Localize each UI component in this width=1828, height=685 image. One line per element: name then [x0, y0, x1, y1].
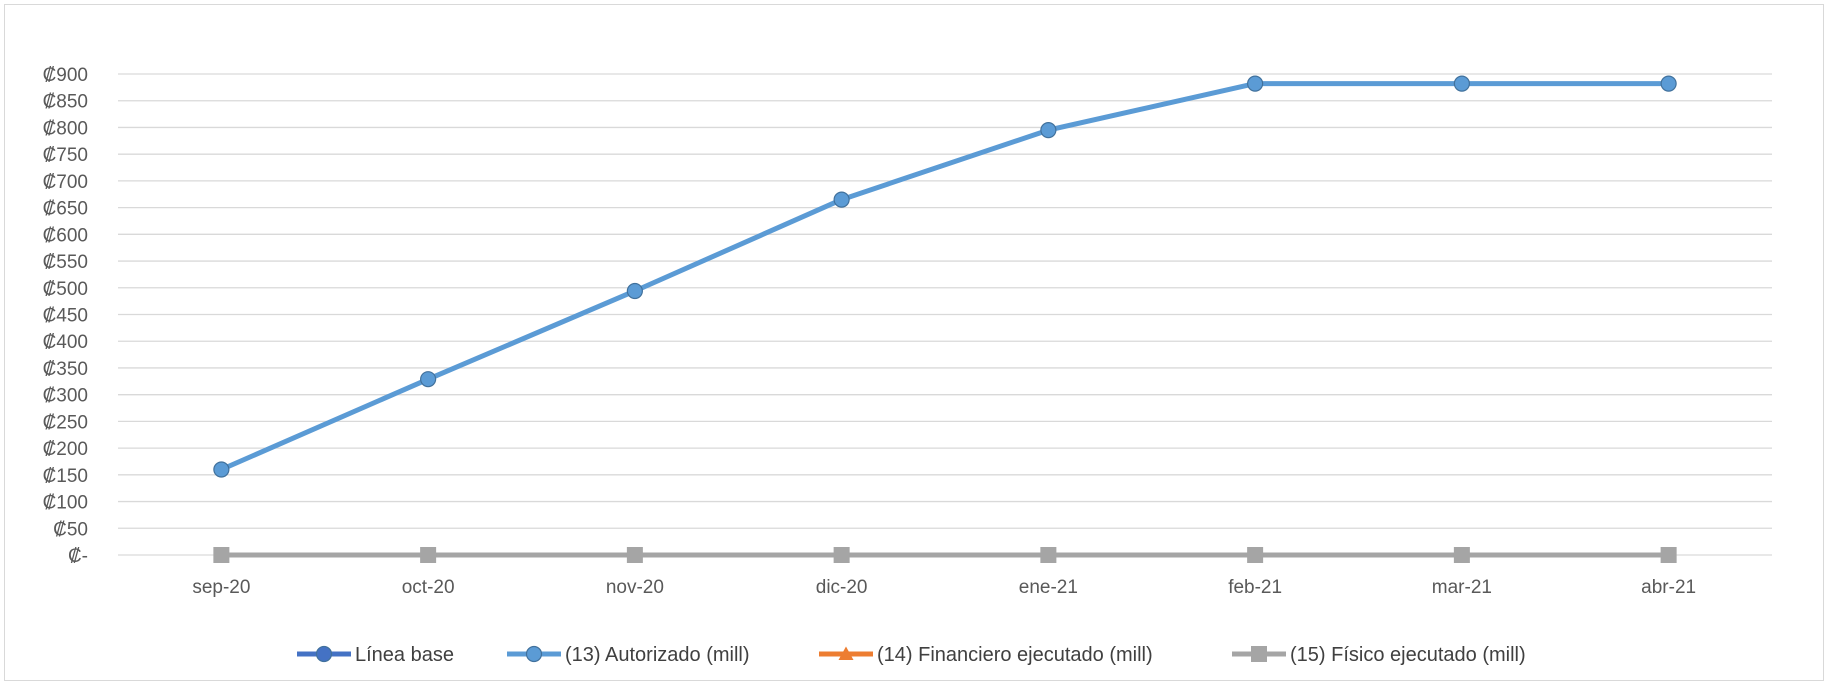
y-tick-label: ₡900	[43, 65, 88, 86]
y-tick-label: ₡200	[43, 439, 88, 460]
series-layer	[213, 75, 1677, 563]
y-tick-label: ₡750	[43, 145, 88, 166]
chart-frame	[4, 4, 1824, 681]
data-point	[1040, 547, 1057, 563]
y-tick-label: ₡700	[43, 172, 88, 193]
series-3	[213, 547, 1677, 563]
y-tick-label: ₡450	[43, 306, 88, 327]
series-line	[220, 81, 1669, 472]
y-tick-label: ₡150	[43, 466, 88, 487]
data-point	[626, 547, 643, 563]
x-tick-label: feb-21	[1228, 577, 1282, 598]
x-tick-label: nov-20	[606, 577, 664, 598]
data-point	[1453, 547, 1470, 563]
legend-label: (13) Autorizado (mill)	[565, 644, 750, 666]
x-tick-label: sep-20	[192, 577, 250, 598]
legend-marker	[1251, 646, 1267, 662]
data-point	[213, 547, 230, 563]
data-point	[420, 371, 437, 388]
y-tick-label: ₡50	[53, 519, 88, 540]
y-tick-label: ₡800	[43, 118, 88, 139]
data-point	[833, 191, 850, 208]
x-tick-label: mar-21	[1432, 577, 1492, 598]
legend-item: (13) Autorizado (mill)	[507, 644, 750, 666]
y-tick-label: ₡500	[43, 279, 88, 300]
y-tick-label: ₡850	[43, 92, 88, 113]
data-point	[1247, 75, 1264, 92]
y-tick-label: ₡600	[43, 225, 88, 246]
legend-label: (14) Financiero ejecutado (mill)	[877, 644, 1153, 666]
legend-item: Línea base	[297, 644, 454, 666]
legend: Línea base (13) Autorizado (mill) (14) Fin…	[297, 644, 1526, 666]
data-point	[213, 461, 230, 478]
legend-marker	[838, 646, 854, 660]
data-point	[1660, 547, 1677, 563]
y-tick-label: ₡100	[43, 493, 88, 514]
data-point	[1660, 75, 1677, 92]
x-tick-label: dic-20	[816, 577, 868, 598]
legend-label: Línea base	[355, 644, 454, 666]
data-point	[1453, 75, 1470, 92]
series-1	[213, 75, 1677, 478]
legend-item: (14) Financiero ejecutado (mill)	[819, 644, 1153, 666]
x-tick-label: ene-21	[1019, 577, 1078, 598]
y-tick-label: ₡400	[43, 332, 88, 353]
data-point	[1040, 122, 1057, 139]
x-tick-label: oct-20	[402, 577, 455, 598]
x-axis-ticks: sep-20 oct-20 nov-20 dic-20 ene-21 feb-21 mar-…	[192, 577, 1696, 598]
legend-label: (15) Físico ejecutado (mill)	[1290, 644, 1526, 666]
data-point	[1247, 547, 1264, 563]
y-tick-label: ₡650	[43, 199, 88, 220]
y-axis-ticks: ₡- ₡50 ₡100 ₡150 ₡200 ₡250 ₡300 ₡350 ₡400 ₡450 ₡50…	[43, 65, 88, 567]
x-tick-label: abr-21	[1641, 577, 1696, 598]
y-tick-label: ₡250	[43, 412, 88, 433]
legend-marker	[315, 645, 333, 663]
gridlines	[118, 73, 1772, 556]
data-point	[833, 547, 850, 563]
y-tick-label: ₡300	[43, 386, 88, 407]
data-point	[626, 282, 643, 300]
legend-marker	[525, 645, 543, 663]
data-point	[420, 547, 437, 563]
y-tick-label: ₡-	[68, 546, 88, 567]
y-tick-label: ₡350	[43, 359, 88, 380]
legend-item: (15) Físico ejecutado (mill)	[1232, 644, 1526, 666]
y-tick-label: ₡550	[43, 252, 88, 273]
